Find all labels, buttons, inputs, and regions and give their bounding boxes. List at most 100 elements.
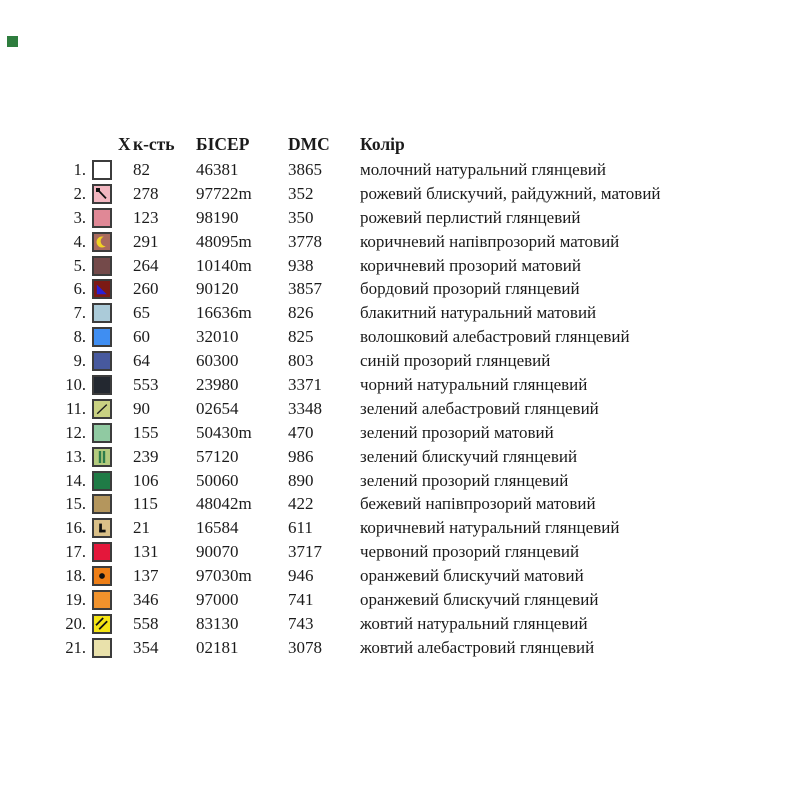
stitch-count: 21 — [133, 518, 150, 538]
legend-header-row: X к-сть БІСЕР DMC Колір — [60, 133, 760, 156]
color-swatch — [92, 207, 112, 228]
color-name: бежевий напівпрозорий матовий — [360, 494, 596, 514]
stitch-count: 155 — [133, 422, 159, 442]
color-name: оранжевий блискучий глянцевий — [360, 590, 599, 610]
bead-code: 46381 — [196, 160, 239, 179]
bead-code: 97722m — [196, 183, 252, 203]
stitch-count: 131 — [133, 542, 159, 562]
dmc-code: 890 — [288, 470, 314, 490]
color-name: зелений алебастровий глянцевий — [360, 398, 599, 418]
legend-row: 10. 553 23980 3371 чорний натуральний гл… — [60, 373, 760, 397]
color-name: блакитний натуральний матовий — [360, 303, 597, 323]
stitch-count: 90 — [133, 398, 150, 418]
stitch-count: 239 — [133, 446, 159, 466]
color-name: рожевий блискучий, райдужний, матовий — [360, 183, 661, 203]
legend-row: 15. 115 48042m 422 бежевий напівпрозорий… — [60, 492, 760, 516]
dmc-code: 3865 — [288, 160, 322, 179]
stitch-count: 346 — [133, 590, 159, 610]
row-number: 11. — [65, 398, 86, 418]
row-number: 8. — [73, 327, 86, 347]
triangle-icon — [96, 284, 107, 295]
header-count: к-сть — [133, 134, 175, 154]
stitch-count: 137 — [133, 566, 159, 586]
color-name: жовтий алебастровий глянцевий — [360, 637, 595, 657]
bead-code: 23980 — [196, 375, 239, 395]
dmc-code: 986 — [288, 446, 314, 466]
header-bead: БІСЕР — [196, 134, 250, 154]
legend-row: 13. 239 57120 986 зелений блискучий глян… — [60, 445, 760, 469]
bead-code: 02654 — [196, 398, 239, 418]
dmc-code: 3717 — [288, 542, 322, 562]
color-swatch — [92, 279, 112, 300]
row-number: 14. — [65, 470, 86, 490]
legend-row: 7. 65 16636m 826 блакитний натуральний м… — [60, 301, 760, 325]
bead-code: 32010 — [196, 327, 239, 347]
corner-square-marker — [7, 36, 18, 47]
legend-row: 20. 558 83130 743 жовтий натуральний гля… — [60, 612, 760, 636]
color-swatch — [92, 327, 112, 348]
stitch-count: 354 — [133, 637, 159, 657]
row-number: 7. — [73, 303, 86, 323]
legend-row: 18. 137 97030m 946 оранжевий блискучий м… — [60, 564, 760, 588]
color-swatch — [92, 446, 112, 467]
stitch-count: 82 — [133, 160, 150, 179]
legend-row: 4. 291 48095m 3778 коричневий напівпрозо… — [60, 230, 760, 254]
row-number: 20. — [65, 613, 86, 633]
bead-code: 97030m — [196, 566, 252, 586]
dmc-code: 470 — [288, 422, 314, 442]
stitch-count: 60 — [133, 327, 150, 347]
legend-row: 5. 264 10140m 938 коричневий прозорий ма… — [60, 254, 760, 278]
color-swatch — [92, 374, 112, 395]
color-swatch — [92, 398, 112, 419]
letter-l-icon — [99, 523, 106, 533]
color-swatch — [92, 589, 112, 610]
color-swatch — [92, 183, 112, 204]
color-name: волошковий алебастровий глянцевий — [360, 327, 630, 347]
header-dmc: DMC — [288, 134, 330, 154]
color-swatch — [92, 613, 112, 634]
dmc-code: 803 — [288, 351, 314, 371]
color-swatch — [92, 351, 112, 372]
row-number: 15. — [65, 494, 86, 514]
color-swatch — [92, 518, 112, 539]
bead-code: 02181 — [196, 637, 239, 657]
legend-row: 16. 21 16584 611 коричневий натуральний … — [60, 516, 760, 540]
color-swatch — [92, 303, 112, 324]
bead-code: 50430m — [196, 422, 252, 442]
legend-row: 2. 278 97722m 352 рожевий блискучий, рай… — [60, 182, 760, 206]
legend-row: 1. 82 46381 3865 молочний натуральний гл… — [60, 158, 760, 182]
row-number: 16. — [65, 518, 86, 538]
row-number: 3. — [73, 207, 86, 227]
color-swatch — [92, 637, 112, 658]
dmc-code: 611 — [288, 518, 313, 538]
dot-icon — [99, 573, 105, 579]
pin-icon — [96, 187, 107, 199]
color-name: коричневий натуральний глянцевий — [360, 518, 620, 538]
bead-code: 60300 — [196, 351, 239, 371]
legend-row: 6. 260 90120 3857 бордовий прозорий глян… — [60, 277, 760, 301]
stitch-count: 64 — [133, 351, 150, 371]
legend-row: 12. 155 50430m 470 зелений прозорий мато… — [60, 421, 760, 445]
legend-row: 21. 354 02181 3078 жовтий алебастровий г… — [60, 636, 760, 660]
diagonal-icon — [96, 403, 108, 415]
color-name: рожевий перлистий глянцевий — [360, 207, 581, 227]
row-number: 10. — [65, 375, 86, 395]
legend-row: 8. 60 32010 825 волошковий алебастровий … — [60, 325, 760, 349]
bead-code: 90120 — [196, 279, 239, 299]
header-symbol: X — [118, 134, 131, 154]
row-number: 1. — [73, 160, 86, 179]
legend-row: 14. 106 50060 890 зелений прозорий глянц… — [60, 469, 760, 493]
bead-code: 97000 — [196, 590, 239, 610]
stitch-count: 553 — [133, 375, 159, 395]
bead-code: 16636m — [196, 303, 252, 323]
color-swatch — [92, 494, 112, 515]
stitch-count: 558 — [133, 613, 159, 633]
dmc-code: 3371 — [288, 375, 322, 395]
stitch-count: 264 — [133, 255, 159, 275]
legend-row: 9. 64 60300 803 синій прозорий глянцевий — [60, 349, 760, 373]
color-name: бордовий прозорий глянцевий — [360, 279, 580, 299]
row-number: 6. — [73, 279, 86, 299]
vertical-bars-icon — [98, 450, 106, 463]
color-name: зелений прозорий глянцевий — [360, 470, 569, 490]
